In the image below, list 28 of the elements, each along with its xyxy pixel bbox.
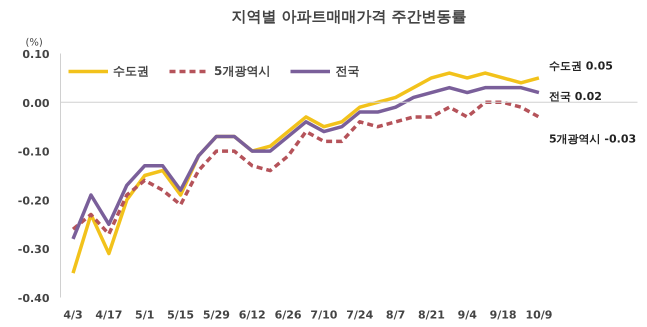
x-tick-label: 5/29 [202,308,230,322]
x-tick-label: 4/3 [63,308,83,322]
y-tick-label: 0.10 [22,48,50,61]
y-tick-label: -0.30 [18,243,50,256]
x-tick-label: 7/24 [346,308,374,322]
x-tick-label: 9/18 [490,308,517,322]
legend-label: 5개광역시 [214,62,270,80]
annotation: 전국 0.02 [548,90,602,104]
x-tick-label: 10/9 [525,308,552,322]
x-tick-label: 7/10 [310,308,338,322]
annotation: 5개광역시 -0.03 [548,132,636,146]
legend-label: 전국 [335,62,360,80]
x-tick-label: 4/17 [95,308,122,322]
x-tick-label: 6/26 [274,308,302,322]
x-tick-label: 9/4 [458,308,478,322]
x-tick-label: 8/21 [418,308,445,322]
x-tick-label: 5/15 [167,308,194,322]
x-tick-label: 6/12 [238,308,266,322]
chart-title: 지역별 아파트매매가격 주간변동률 [231,8,467,26]
y-tick-label: -0.40 [18,292,50,305]
y-axis-title: (%) [26,38,43,48]
annotation: 수도권 0.05 [548,59,613,72]
y-tick-label: -0.10 [18,146,50,159]
legend-label: 수도권 [113,62,149,80]
y-tick-label: 0.00 [22,96,50,110]
x-tick-label: 8/7 [386,308,406,322]
x-tick-label: 5/1 [135,308,154,322]
y-tick-label: -0.20 [18,194,50,208]
